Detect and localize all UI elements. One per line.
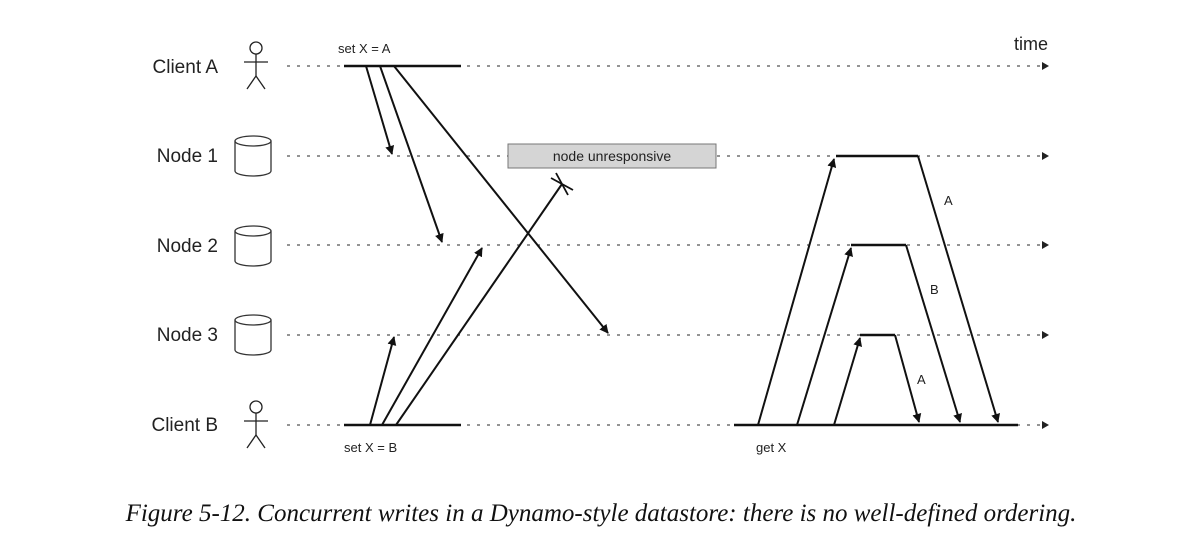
- timeline-arrowhead-node-2: [1042, 241, 1049, 249]
- set-x-a-label: set X = A: [338, 41, 391, 56]
- person-icon-client-a: [244, 41, 268, 90]
- lane-label-node-1: Node 1: [157, 146, 218, 167]
- lane-label-node-2: Node 2: [157, 236, 218, 257]
- write-arrow-b-to-node-3: [369, 336, 397, 426]
- read-response-arrow-node-1: [917, 155, 1000, 423]
- database-icon-node-1: [234, 135, 272, 177]
- write-arrow-a-to-node-2: [379, 65, 444, 243]
- lost-message-cross-icon: [550, 172, 574, 196]
- response-label-node-1: A: [944, 193, 953, 208]
- lane-label-node-3: Node 3: [157, 325, 218, 346]
- database-icon-node-2: [234, 225, 272, 267]
- write-arrow-b-to-node-2: [381, 247, 483, 426]
- response-label-node-2: B: [930, 282, 939, 297]
- timeline-arrowhead-client-a: [1042, 62, 1049, 70]
- database-icon-node-3: [234, 314, 272, 356]
- dynamo-concurrent-writes-diagram: Client A Node 1 Node 2 Node 3 Client B: [151, 34, 1049, 455]
- write-arrow-a-to-node-1: [365, 65, 395, 155]
- response-label-node-3: A: [917, 372, 926, 387]
- read-request-arrow-node-3: [833, 337, 862, 426]
- timeline-arrowhead-client-b: [1042, 421, 1049, 429]
- read-response-arrow-node-2: [905, 244, 962, 423]
- lane-label-client-a: Client A: [153, 57, 219, 78]
- person-icon-client-b: [244, 400, 268, 449]
- get-x-label: get X: [756, 440, 787, 455]
- read-request-arrow-node-1: [757, 158, 837, 426]
- figure-caption: Figure 5-12. Concurrent writes in a Dyna…: [125, 500, 1077, 527]
- read-response-arrow-node-3: [894, 334, 922, 423]
- lane-label-client-b: Client B: [151, 415, 218, 436]
- read-request-arrow-node-2: [796, 247, 853, 426]
- set-x-b-label: set X = B: [344, 440, 397, 455]
- timeline-arrowhead-node-1: [1042, 152, 1049, 160]
- time-axis-label: time: [1014, 34, 1048, 54]
- write-arrow-a-to-node-3: [393, 65, 609, 334]
- node-unresponsive-banner: [507, 143, 717, 169]
- write-arrow-b-to-node-1-lost: [395, 183, 563, 426]
- node-unresponsive-label: node unresponsive: [553, 148, 672, 164]
- timeline-arrowhead-node-3: [1042, 331, 1049, 339]
